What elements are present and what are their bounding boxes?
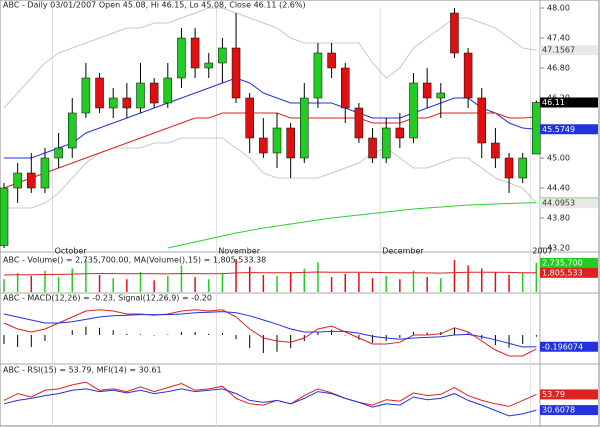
panel-title: ABC - Volume() = 2,735,700.00, MA(Volume… bbox=[3, 256, 266, 265]
panel-title: ABC - RSI(15) = 53.79, MFI(14) = 30.61 bbox=[3, 366, 162, 375]
candle-body bbox=[81, 77, 91, 114]
candle-body bbox=[477, 97, 486, 144]
candle-body bbox=[286, 127, 295, 159]
candle-body bbox=[68, 112, 77, 149]
value-tag-label: 1,805,533 bbox=[542, 268, 583, 277]
candle-body bbox=[259, 137, 268, 154]
candle-body bbox=[122, 97, 132, 109]
candle-body bbox=[231, 47, 241, 99]
candle-body bbox=[204, 62, 213, 69]
series-line bbox=[3, 271, 537, 276]
y-tick-label: 47.40 bbox=[547, 34, 570, 43]
value-tag-label: 47.1567 bbox=[542, 46, 575, 55]
candle-body bbox=[149, 82, 159, 104]
candle-body bbox=[40, 157, 50, 189]
candle-body bbox=[136, 82, 145, 109]
candle-body bbox=[381, 127, 391, 159]
value-tag-label: 44.0953 bbox=[542, 199, 575, 208]
candle-body bbox=[354, 107, 364, 139]
value-tag-label: 30.6078 bbox=[542, 406, 575, 415]
x-tick-label: October bbox=[55, 247, 88, 256]
candle-body bbox=[409, 82, 418, 139]
series-line bbox=[4, 77, 537, 159]
candle-body bbox=[532, 102, 541, 155]
value-tag bbox=[540, 97, 598, 108]
candle-body bbox=[327, 52, 336, 69]
candle-body bbox=[518, 157, 527, 179]
series-line bbox=[3, 381, 537, 407]
candle-body bbox=[463, 52, 473, 99]
value-tag bbox=[540, 257, 598, 268]
series-line bbox=[3, 112, 537, 189]
y-tick-label: 48.00 bbox=[547, 4, 570, 13]
candle-body bbox=[0, 187, 9, 246]
candle-body bbox=[422, 82, 432, 99]
panel-title: ABC - MACD(12,26) = -0.23, Signal(12,26,… bbox=[3, 294, 212, 303]
candle-body bbox=[300, 97, 309, 159]
candle-body bbox=[504, 157, 514, 179]
x-tick-label: 2007 bbox=[532, 247, 552, 256]
value-tag bbox=[540, 389, 598, 400]
value-tag-label: 46.11 bbox=[542, 98, 565, 107]
value-tag bbox=[540, 45, 598, 56]
candle-body bbox=[436, 92, 446, 99]
candle-body bbox=[13, 172, 22, 189]
value-tag-label: -0.196074 bbox=[542, 342, 583, 351]
value-tag-label: 45.5749 bbox=[542, 125, 575, 134]
candle-body bbox=[108, 97, 118, 109]
y-tick-label: 46.80 bbox=[547, 64, 570, 73]
y-tick-label: 44.40 bbox=[547, 184, 570, 193]
candle-body bbox=[341, 67, 350, 109]
series-line bbox=[3, 7, 537, 109]
value-tag bbox=[540, 267, 598, 278]
x-tick-label: December bbox=[382, 247, 424, 256]
series-line bbox=[3, 309, 537, 357]
candle-body bbox=[368, 137, 377, 159]
candle-body bbox=[218, 47, 227, 64]
value-tag-label: 53.79 bbox=[542, 390, 565, 399]
candle-body bbox=[245, 97, 254, 139]
value-tag bbox=[540, 341, 598, 352]
value-tag bbox=[540, 124, 598, 135]
candle-body bbox=[177, 37, 186, 79]
candle-body bbox=[272, 127, 282, 154]
value-tag bbox=[540, 405, 598, 416]
y-tick-label: 45.00 bbox=[547, 154, 570, 163]
series-line bbox=[4, 137, 537, 209]
x-tick-label: November bbox=[218, 247, 260, 256]
candle-body bbox=[313, 52, 323, 99]
series-line bbox=[3, 388, 537, 417]
candle-body bbox=[395, 127, 405, 139]
candle-body bbox=[27, 172, 36, 189]
candle-body bbox=[163, 77, 173, 104]
y-tick-label: 43.80 bbox=[547, 214, 570, 223]
candle-body bbox=[491, 142, 500, 159]
value-tag-label: 2,735,700 bbox=[542, 258, 583, 267]
candle-body bbox=[95, 77, 104, 109]
candle-body bbox=[450, 12, 459, 54]
candle-body bbox=[54, 147, 63, 159]
panel-title: ABC - Daily 03/01/2007 Open 45.08, Hi 46… bbox=[3, 1, 306, 10]
candle-body bbox=[190, 37, 200, 69]
value-tag bbox=[540, 198, 598, 209]
series-line bbox=[3, 311, 537, 348]
y-tick-label: 43.20 bbox=[547, 244, 570, 253]
series-line bbox=[167, 202, 537, 249]
